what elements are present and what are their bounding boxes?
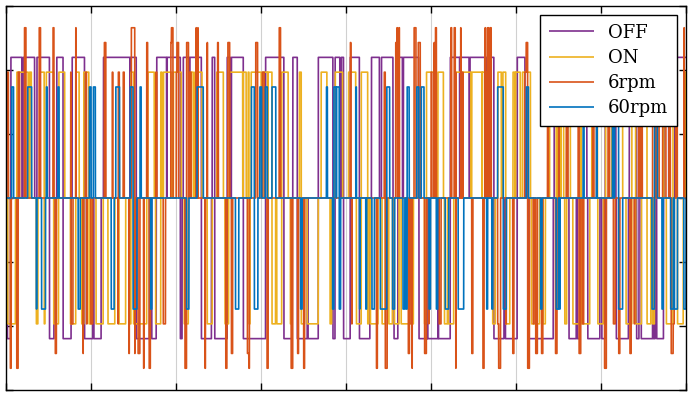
Legend: OFF, ON, 6rpm, 60rpm: OFF, ON, 6rpm, 60rpm: [540, 15, 677, 126]
ON: [42, 70, 51, 74]
Line: ON: ON: [6, 72, 686, 324]
OFF: [646, 336, 655, 341]
60rpm: [4, 196, 12, 200]
Line: 60rpm: 60rpm: [6, 87, 686, 309]
60rpm: [1, 196, 10, 200]
OFF: [1, 196, 10, 200]
ON: [135, 322, 143, 326]
6rpm: [334, 196, 343, 200]
6rpm: [6, 366, 15, 371]
ON: [30, 196, 38, 200]
OFF: [682, 55, 691, 60]
ON: [5, 322, 13, 326]
6rpm: [20, 25, 28, 30]
OFF: [5, 336, 13, 341]
6rpm: [4, 196, 12, 200]
6rpm: [1, 196, 10, 200]
60rpm: [646, 196, 655, 200]
OFF: [42, 55, 51, 60]
60rpm: [334, 85, 343, 89]
OFF: [30, 55, 38, 60]
60rpm: [8, 85, 16, 89]
60rpm: [33, 307, 41, 311]
6rpm: [30, 196, 38, 200]
ON: [1, 196, 10, 200]
6rpm: [42, 196, 51, 200]
ON: [12, 70, 21, 74]
6rpm: [135, 351, 143, 356]
60rpm: [135, 196, 143, 200]
ON: [3, 322, 12, 326]
OFF: [7, 55, 15, 60]
ON: [334, 70, 343, 74]
Line: OFF: OFF: [6, 57, 686, 339]
ON: [682, 196, 691, 200]
6rpm: [682, 196, 691, 200]
60rpm: [682, 196, 691, 200]
60rpm: [42, 85, 51, 89]
Line: 6rpm: 6rpm: [6, 28, 686, 368]
6rpm: [646, 196, 655, 200]
OFF: [3, 336, 12, 341]
60rpm: [30, 196, 38, 200]
OFF: [135, 336, 143, 341]
OFF: [334, 55, 343, 60]
ON: [646, 322, 655, 326]
